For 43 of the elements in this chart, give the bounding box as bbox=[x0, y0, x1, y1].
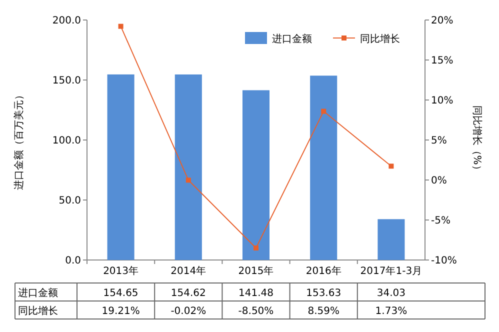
y-tick-label: 200.0 bbox=[52, 16, 81, 26]
point bbox=[321, 108, 326, 114]
bar bbox=[310, 76, 338, 260]
text: 同比增长 bbox=[18, 306, 58, 317]
y2-tick-label: -5% bbox=[431, 216, 450, 226]
y-tick-label: 50.0 bbox=[58, 196, 81, 206]
bar bbox=[174, 74, 202, 260]
y2-tick-label: 15% bbox=[431, 56, 454, 66]
y-axis-title: 进口金额（百万美元） bbox=[13, 90, 25, 190]
x-tick-label: 2014年 bbox=[170, 265, 206, 277]
y2-tick-label: 5% bbox=[431, 136, 447, 146]
point bbox=[254, 246, 258, 250]
data-label: 19.21% bbox=[102, 306, 140, 317]
y2-axis-title: 同比增长（%） bbox=[471, 105, 483, 175]
y2-tick-label: 0% bbox=[431, 176, 447, 186]
data-label: 141.48 bbox=[238, 288, 274, 299]
y-tick-label: 0.0 bbox=[65, 256, 81, 266]
data-label: -0.02% bbox=[170, 306, 206, 317]
bar bbox=[378, 219, 405, 260]
point bbox=[118, 24, 124, 29]
y-tick-label: 100.0 bbox=[52, 136, 81, 146]
x-tick-label: 2015年 bbox=[238, 265, 274, 277]
text: 进口金额 bbox=[18, 288, 58, 299]
data-label: 34.03 bbox=[376, 288, 406, 299]
y2-tick-label: -10% bbox=[431, 256, 457, 266]
x-tick-label: 2016年 bbox=[306, 265, 342, 277]
point bbox=[186, 178, 191, 183]
legend-label: 进口金额 bbox=[272, 33, 312, 45]
data-label: 153.63 bbox=[306, 288, 342, 299]
x-tick-label: 2013年 bbox=[103, 265, 139, 277]
y-tick-label: 150.0 bbox=[52, 76, 81, 86]
data-label: 1.73% bbox=[375, 306, 408, 317]
bar bbox=[107, 74, 134, 260]
data-label: -8.50% bbox=[238, 306, 274, 317]
data-label: 8.59% bbox=[308, 306, 340, 317]
bar bbox=[242, 90, 270, 260]
y2-tick-label: 10% bbox=[431, 96, 454, 106]
y2-tick-label: 20% bbox=[431, 16, 454, 26]
data-label: 154.62 bbox=[170, 288, 206, 299]
point bbox=[388, 164, 394, 169]
data-label: 154.65 bbox=[103, 288, 138, 299]
x-tick-label: 2017年1-3月 bbox=[360, 265, 422, 277]
legend-label: 同比增长 bbox=[360, 33, 400, 45]
